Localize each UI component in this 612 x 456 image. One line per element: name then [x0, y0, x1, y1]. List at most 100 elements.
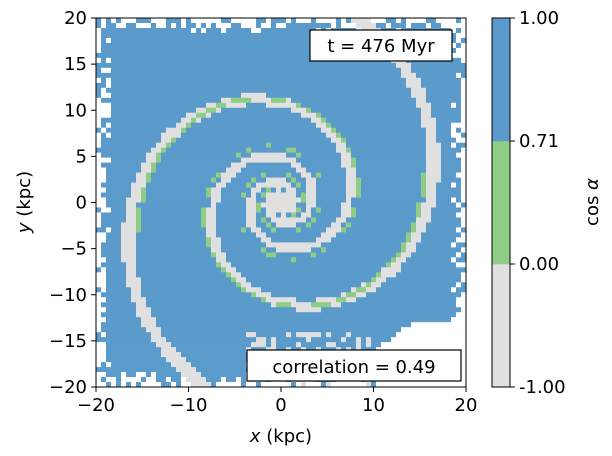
heatmap-cell	[401, 252, 407, 258]
heatmap-cell	[241, 67, 247, 74]
heatmap-cell	[301, 157, 307, 163]
heatmap-cell	[191, 282, 197, 288]
heatmap-cell	[106, 332, 112, 338]
heatmap-cell	[101, 97, 107, 104]
heatmap-cell	[261, 217, 267, 223]
heatmap-cell	[406, 317, 412, 323]
heatmap-cell	[206, 92, 212, 99]
heatmap-cell	[156, 57, 162, 64]
heatmap-cell	[216, 337, 222, 343]
heatmap-cell	[336, 342, 342, 348]
heatmap-cell	[111, 67, 117, 74]
heatmap-cell	[261, 187, 267, 193]
heatmap-cell	[166, 97, 172, 104]
heatmap-cell	[386, 197, 392, 203]
heatmap-cell	[191, 32, 197, 39]
heatmap-cell	[176, 42, 182, 49]
heatmap-cell	[206, 142, 212, 148]
heatmap-cell	[381, 147, 387, 153]
heatmap-cell	[366, 257, 372, 263]
heatmap-cell	[206, 152, 212, 158]
heatmap-cell	[176, 187, 182, 193]
heatmap-cell	[221, 197, 227, 203]
heatmap-cell	[281, 47, 287, 54]
heatmap-cell	[216, 302, 222, 308]
heatmap-cell	[151, 112, 157, 119]
heatmap-cell	[306, 182, 312, 188]
heatmap-cell	[406, 132, 412, 139]
heatmap-cell	[256, 277, 262, 283]
heatmap-cell	[371, 232, 377, 238]
heatmap-cell	[171, 182, 177, 188]
heatmap-cell	[321, 307, 327, 313]
heatmap-cell	[141, 217, 147, 223]
heatmap-cell	[136, 307, 142, 313]
heatmap-cell	[376, 177, 382, 183]
heatmap-cell	[171, 382, 177, 387]
heatmap-cell	[206, 157, 212, 163]
heatmap-cell	[211, 362, 217, 368]
heatmap-cell	[151, 137, 157, 144]
heatmap-cell	[281, 172, 287, 178]
heatmap-cell	[181, 227, 187, 233]
heatmap-cell	[96, 157, 102, 163]
heatmap-cell	[226, 162, 232, 168]
heatmap-cell	[126, 97, 132, 104]
heatmap-cell	[306, 287, 312, 293]
heatmap-cell	[356, 187, 362, 193]
heatmap-cell	[431, 157, 437, 163]
heatmap-cell	[121, 317, 127, 323]
heatmap-cell	[196, 372, 202, 378]
heatmap-cell	[281, 232, 287, 238]
heatmap-cell	[176, 102, 182, 109]
heatmap-cell	[276, 52, 282, 59]
heatmap-cell	[221, 352, 227, 358]
heatmap-cell	[231, 362, 237, 368]
heatmap-cell	[221, 347, 227, 353]
heatmap-cell	[296, 217, 302, 223]
heatmap-cell	[211, 52, 217, 59]
heatmap-cell	[146, 197, 152, 203]
heatmap-cell	[271, 117, 277, 124]
heatmap-cell	[351, 247, 357, 253]
heatmap-cell	[251, 262, 257, 268]
heatmap-cell	[116, 127, 122, 134]
heatmap-cell	[421, 187, 427, 193]
heatmap-cell	[136, 242, 142, 248]
heatmap-cell	[366, 67, 372, 74]
heatmap-cell	[331, 72, 337, 79]
heatmap-cell	[256, 147, 262, 153]
heatmap-cell	[136, 192, 142, 198]
heatmap-cell	[216, 122, 222, 129]
heatmap-cell	[356, 112, 362, 119]
heatmap-cell	[356, 117, 362, 124]
heatmap-cell	[321, 337, 327, 343]
heatmap-cell	[276, 242, 282, 248]
heatmap-cell	[326, 72, 332, 79]
heatmap-cell	[126, 157, 132, 163]
heatmap-cell	[246, 217, 252, 223]
heatmap-cell	[211, 57, 217, 64]
heatmap-cell	[361, 72, 367, 79]
heatmap-cell	[276, 92, 282, 99]
heatmap-cell	[251, 207, 257, 213]
heatmap-cell	[291, 107, 297, 114]
heatmap-cell	[141, 257, 147, 263]
heatmap-cell	[296, 302, 302, 308]
heatmap-cell	[411, 247, 417, 253]
heatmap-cell	[186, 162, 192, 168]
heatmap-cell	[401, 102, 407, 109]
heatmap-cell	[211, 222, 217, 228]
heatmap-cell	[111, 197, 117, 203]
heatmap-cell	[246, 162, 252, 168]
heatmap-cell	[406, 247, 412, 253]
heatmap-cell	[296, 107, 302, 114]
heatmap-cell	[401, 212, 407, 218]
heatmap-cell	[306, 82, 312, 89]
heatmap-cell	[176, 242, 182, 248]
heatmap-cell	[346, 257, 352, 263]
heatmap-cell	[276, 77, 282, 84]
heatmap-cell	[301, 232, 307, 238]
heatmap-cell	[321, 322, 327, 328]
heatmap-cell	[156, 18, 162, 24]
